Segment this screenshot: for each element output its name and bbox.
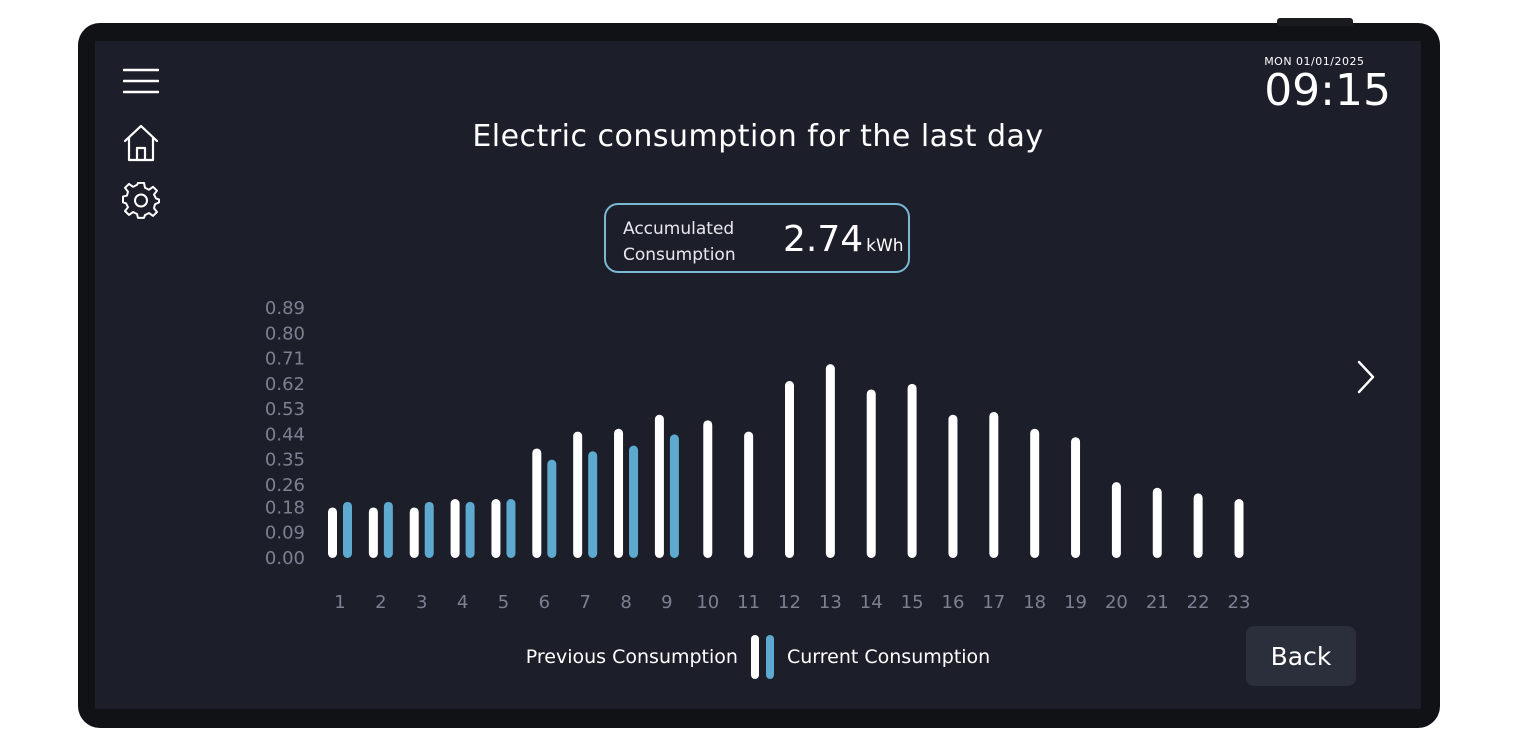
bar-current-6 bbox=[547, 459, 557, 558]
x-tick-label: 3 bbox=[416, 592, 427, 613]
y-tick-label: 0.89 bbox=[265, 298, 305, 319]
legend-swatches bbox=[750, 635, 774, 679]
time-label: 09:15 bbox=[1264, 65, 1391, 116]
bar-previous-2 bbox=[368, 507, 378, 558]
x-tick-label: 19 bbox=[1064, 592, 1087, 613]
consumption-bar-chart: 0.00 0.09 0.180.26 0.35 0.44 0.53 0.62 0.71 0.80… bbox=[265, 298, 1251, 613]
x-tick-label: 13 bbox=[819, 592, 842, 613]
bar-previous-15 bbox=[907, 383, 917, 558]
x-tick-label: 23 bbox=[1228, 592, 1251, 613]
bar-previous-10 bbox=[703, 420, 713, 558]
x-tick-label: 11 bbox=[737, 592, 760, 613]
chart-legend: Previous Consumption Current Consumption bbox=[95, 635, 1421, 679]
device-power-button bbox=[1277, 18, 1353, 26]
bar-current-4 bbox=[465, 501, 475, 558]
bar-previous-8 bbox=[614, 428, 624, 558]
y-tick-label: 0.00 bbox=[265, 548, 305, 569]
x-tick-label: 5 bbox=[498, 592, 509, 613]
bar-previous-21 bbox=[1152, 487, 1162, 558]
x-tick-label: 14 bbox=[860, 592, 883, 613]
bar-previous-20 bbox=[1111, 482, 1121, 558]
y-tick-label: 0.53 bbox=[265, 399, 305, 420]
x-tick-label: 21 bbox=[1146, 592, 1169, 613]
x-tick-label: 20 bbox=[1105, 592, 1128, 613]
clock: MON 01/01/2025 09:15 bbox=[1264, 55, 1391, 114]
x-tick-label: 17 bbox=[982, 592, 1005, 613]
bar-previous-18 bbox=[1030, 428, 1040, 558]
bar-previous-22 bbox=[1193, 493, 1203, 558]
accumulated-consumption-value: 2.74 bbox=[783, 219, 864, 260]
bar-previous-1 bbox=[328, 507, 337, 558]
x-tick-label: 16 bbox=[942, 592, 965, 613]
x-tick-label: 1 bbox=[334, 592, 345, 613]
bar-previous-5 bbox=[491, 499, 501, 558]
bar-current-7 bbox=[588, 451, 598, 558]
bar-previous-6 bbox=[532, 448, 542, 558]
back-button[interactable]: Back bbox=[1246, 626, 1356, 686]
x-tick-label: 9 bbox=[661, 592, 672, 613]
bar-previous-19 bbox=[1071, 437, 1081, 558]
y-tick-label: 0.62 bbox=[265, 374, 305, 395]
date-label: MON 01/01/2025 bbox=[1264, 55, 1365, 68]
bar-previous-17 bbox=[989, 411, 999, 558]
bar-current-2 bbox=[383, 501, 393, 558]
y-tick-label: 0.80 bbox=[265, 323, 305, 344]
bar-previous-12 bbox=[785, 381, 794, 558]
bar-previous-16 bbox=[948, 414, 958, 558]
legend-previous-swatch bbox=[750, 635, 759, 679]
x-tick-label: 15 bbox=[901, 592, 924, 613]
chevron-right-icon[interactable] bbox=[1355, 359, 1377, 399]
bar-current-5 bbox=[506, 499, 516, 558]
page-title: Electric consumption for the last day bbox=[472, 119, 1044, 154]
bar-current-9 bbox=[669, 434, 679, 558]
bar-previous-3 bbox=[409, 507, 419, 558]
x-tick-label: 6 bbox=[539, 592, 550, 613]
accumulated-consumption-value-wrap: 2.74 kWh bbox=[783, 219, 904, 260]
bar-previous-9 bbox=[654, 414, 664, 558]
hamburger-menu-icon[interactable] bbox=[122, 67, 160, 101]
legend-current-label: Current Consumption bbox=[786, 646, 991, 668]
x-tick-label: 12 bbox=[778, 592, 801, 613]
accumulated-consumption-card: Accumulated Consumption 2.74 kWh bbox=[604, 203, 910, 273]
y-tick-label: 0.09 bbox=[265, 523, 305, 544]
bar-previous-23 bbox=[1234, 499, 1244, 558]
bar-previous-14 bbox=[866, 389, 876, 558]
accumulated-consumption-unit: kWh bbox=[866, 236, 904, 256]
bar-current-3 bbox=[424, 501, 434, 558]
screen: MON 01/01/2025 09:15 Electric consumptio… bbox=[95, 41, 1421, 709]
y-tick-label: 0.44 bbox=[265, 424, 305, 445]
home-icon[interactable] bbox=[122, 123, 160, 167]
legend-current-swatch bbox=[765, 635, 774, 679]
bar-previous-11 bbox=[744, 431, 754, 558]
y-tick-label: 0.35 bbox=[265, 450, 305, 471]
x-tick-label: 4 bbox=[457, 592, 468, 613]
x-tick-label: 18 bbox=[1023, 592, 1046, 613]
gear-icon[interactable] bbox=[122, 181, 160, 224]
y-tick-label: 0.71 bbox=[265, 349, 305, 370]
x-tick-label: 22 bbox=[1187, 592, 1210, 613]
x-tick-label: 7 bbox=[579, 592, 590, 613]
x-tick-label: 2 bbox=[375, 592, 386, 613]
y-tick-label: 0.26 bbox=[265, 475, 305, 496]
x-tick-label: 8 bbox=[620, 592, 631, 613]
bar-previous-4 bbox=[450, 499, 460, 558]
legend-previous-label: Previous Consumption bbox=[525, 646, 738, 668]
bar-current-8 bbox=[629, 445, 639, 558]
bar-current-1 bbox=[343, 501, 352, 558]
accumulated-consumption-label: Accumulated Consumption bbox=[623, 219, 736, 265]
y-tick-label: 0.18 bbox=[265, 497, 305, 518]
bar-previous-13 bbox=[825, 364, 835, 558]
bar-previous-7 bbox=[573, 431, 583, 558]
x-tick-label: 10 bbox=[696, 592, 719, 613]
